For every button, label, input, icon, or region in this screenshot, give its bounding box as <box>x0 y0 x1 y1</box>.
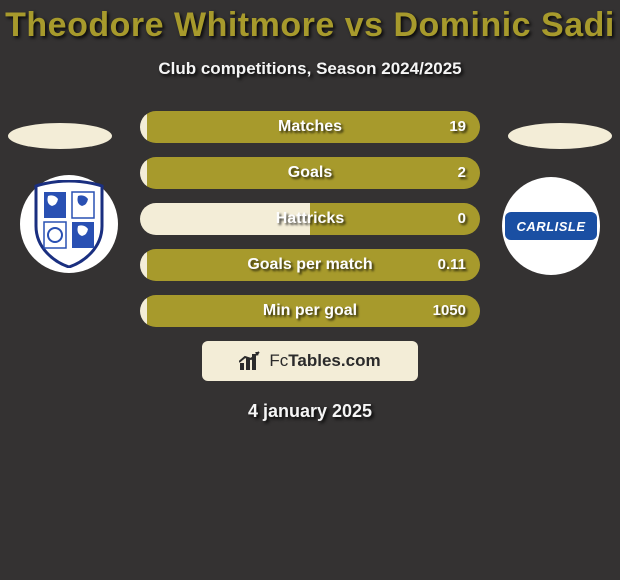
stat-label: Goals <box>140 157 480 189</box>
stat-value-right: 19 <box>449 111 466 143</box>
stat-row: Goals per match0.11 <box>140 249 480 281</box>
player-left-marker <box>8 123 112 149</box>
stat-label: Hattricks <box>140 203 480 235</box>
club-badge-right: CARLISLE <box>502 177 600 275</box>
club-badge-left <box>20 175 118 273</box>
stat-value-right: 0.11 <box>438 249 466 281</box>
stat-value-right: 1050 <box>433 295 466 327</box>
comparison-panel: CARLISLE Matches19 Goals2 Hattricks0 Goals … <box>0 111 620 422</box>
tranmere-crest-icon <box>30 180 108 268</box>
carlisle-logo-icon: CARLISLE <box>505 212 597 240</box>
brand-text: FcTables.com <box>269 351 380 371</box>
svg-text:CARLISLE: CARLISLE <box>517 219 586 234</box>
stat-label: Matches <box>140 111 480 143</box>
stat-value-right: 2 <box>458 157 466 189</box>
page-subtitle: Club competitions, Season 2024/2025 <box>0 59 620 79</box>
stat-label: Goals per match <box>140 249 480 281</box>
stat-value-right: 0 <box>458 203 466 235</box>
brand-badge: FcTables.com <box>202 341 418 381</box>
stat-row: Goals2 <box>140 157 480 189</box>
stat-label: Min per goal <box>140 295 480 327</box>
page-title: Theodore Whitmore vs Dominic Sadi <box>0 0 620 45</box>
bar-chart-icon <box>239 351 263 371</box>
stat-row: Matches19 <box>140 111 480 143</box>
stat-row: Hattricks0 <box>140 203 480 235</box>
stat-row: Min per goal1050 <box>140 295 480 327</box>
footer-date: 4 january 2025 <box>0 401 620 422</box>
stats-list: Matches19 Goals2 Hattricks0 Goals per match… <box>140 111 480 327</box>
player-right-marker <box>508 123 612 149</box>
